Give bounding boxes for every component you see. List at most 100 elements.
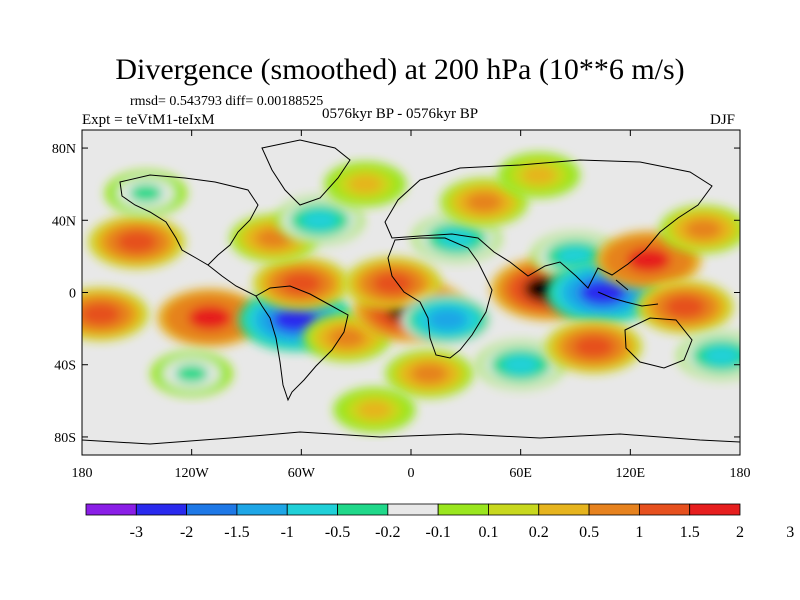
colorbar-label-11: 1.5 <box>680 524 700 541</box>
x-tick-label-0: 180 <box>72 466 93 481</box>
colorbar-swatch-1 <box>135 503 188 516</box>
chart-title: Divergence (smoothed) at 200 hPa (10**6 … <box>115 53 685 86</box>
plot-area: 180 120W 60W 0 60E 120E 180 80N 40N 0 40S 80S <box>52 129 751 481</box>
y-axis: 80N 40N 0 40S 80S <box>52 142 740 446</box>
x-tick-label-1: 120W <box>175 466 210 481</box>
feature-18 <box>636 280 734 334</box>
feature-27 <box>333 387 416 433</box>
season-label: DJF <box>710 112 736 128</box>
feature-3 <box>104 170 188 216</box>
feature-22 <box>150 351 233 397</box>
coast-eurasia <box>384 159 713 289</box>
colorbar-label-7: 0.1 <box>478 524 498 541</box>
feature-26-level-3 <box>703 345 740 366</box>
y-tick-label-0: 80N <box>52 142 76 157</box>
feature-8-level-3 <box>328 327 366 348</box>
colorbar-swatch-11 <box>638 503 691 516</box>
coast-greenland <box>261 139 351 206</box>
y-tick-label-4: 80S <box>54 431 76 446</box>
feature-18-level-3 <box>665 295 706 318</box>
colorbar-swatch-9 <box>538 503 590 516</box>
coast-africa <box>387 237 493 359</box>
feature-22-level-3 <box>174 364 209 384</box>
period-label: 0576kyr BP - 0576kyr BP <box>322 106 479 122</box>
colorbar-label-3: -1 <box>281 524 294 541</box>
feature-5-level-3 <box>281 272 322 295</box>
feature-23-level-3 <box>573 335 614 358</box>
feature-4-level-3 <box>272 306 320 333</box>
feature-27-level-3 <box>357 400 392 420</box>
feature-21 <box>476 340 565 389</box>
feature-14 <box>440 178 528 227</box>
x-axis: 180 120W 60W 0 60E 120E 180 <box>72 130 751 481</box>
feature-17-level-3 <box>626 247 671 273</box>
coast-antarctica <box>82 431 740 445</box>
coastlines <box>82 139 740 445</box>
colorbar-label-0: -3 <box>130 524 143 541</box>
feature-0-level-3 <box>188 305 232 330</box>
feature-11-level-3 <box>427 308 468 331</box>
colorbar-label-9: 0.5 <box>579 524 599 541</box>
feature-21-level-3 <box>502 354 539 375</box>
x-tick-label-5: 120E <box>616 466 646 481</box>
coast-indonesia <box>597 279 659 307</box>
x-tick-label-3: 0 <box>408 466 415 481</box>
feature-10 <box>344 256 442 311</box>
feature-1-level-3 <box>116 230 157 253</box>
colorbar-swatch-3 <box>236 503 288 516</box>
feature-1 <box>88 215 186 269</box>
feature-2 <box>82 287 149 341</box>
x-tick-label-4: 60E <box>509 466 532 481</box>
feature-20-level-3 <box>411 363 448 384</box>
feature-24-level-3 <box>348 174 383 194</box>
colorbar-label-13: 3 <box>786 524 794 541</box>
feature-19-level-3 <box>685 219 722 240</box>
feature-26 <box>677 331 740 380</box>
y-tick-label-1: 40N <box>52 214 76 229</box>
x-tick-label-6: 180 <box>730 466 751 481</box>
colorbar-swatch-10 <box>588 503 640 516</box>
colorbar-label-6: -0.1 <box>425 524 450 541</box>
colorbar-swatch-5 <box>337 503 389 516</box>
coast-south-america <box>255 285 349 402</box>
colorbar-label-4: -0.5 <box>325 524 350 541</box>
colorbar-label-12: 2 <box>736 524 744 541</box>
colorbar-swatch-2 <box>186 503 238 516</box>
feature-11 <box>399 292 496 347</box>
feature-0 <box>157 288 263 347</box>
feature-3-level-3 <box>129 183 163 203</box>
coast-australia <box>624 317 693 369</box>
feature-24 <box>324 161 407 207</box>
feature-23 <box>545 319 643 374</box>
colorbar-swatch-4 <box>286 503 338 516</box>
feature-10-level-3 <box>372 272 413 295</box>
colorbar-label-2: -1.5 <box>224 524 249 541</box>
feature-7 <box>275 196 364 245</box>
feature-5 <box>252 256 350 311</box>
coast-central-america <box>207 264 257 297</box>
feature-14-level-3 <box>466 192 503 213</box>
y-tick-label-2: 0 <box>69 287 76 302</box>
feature-20 <box>385 349 474 398</box>
coast-north-america <box>119 174 259 266</box>
feature-2-level-3 <box>82 303 121 326</box>
colorbar-label-1: -2 <box>180 524 193 541</box>
experiment-label: Expt = teVtM1-teIxM <box>82 112 215 128</box>
feature-12-level-3 <box>438 228 475 249</box>
feature-25-level-3 <box>521 165 556 185</box>
colorbar-label-10: 1 <box>635 524 643 541</box>
colorbar: -3 -2 -1.5 -1 -0.5 -0.2 -0.1 0.1 0.2 0.5 1 1.5 2 3 <box>85 503 794 541</box>
colorbar-swatch-6 <box>387 503 439 516</box>
x-tick-label-2: 60W <box>288 466 316 481</box>
stats-label: rmsd= 0.543793 diff= 0.00188525 <box>130 94 324 109</box>
feature-12 <box>412 214 501 263</box>
feature-15-level-3 <box>557 246 594 267</box>
colorbar-swatch-8 <box>488 503 540 516</box>
colorbar-label-5: -0.2 <box>375 524 400 541</box>
feature-19 <box>659 205 740 254</box>
colorbar-swatch-12 <box>689 503 741 516</box>
feature-25 <box>497 152 581 198</box>
colorbar-swatch-0 <box>85 503 137 516</box>
y-tick-label-3: 40S <box>54 359 76 374</box>
